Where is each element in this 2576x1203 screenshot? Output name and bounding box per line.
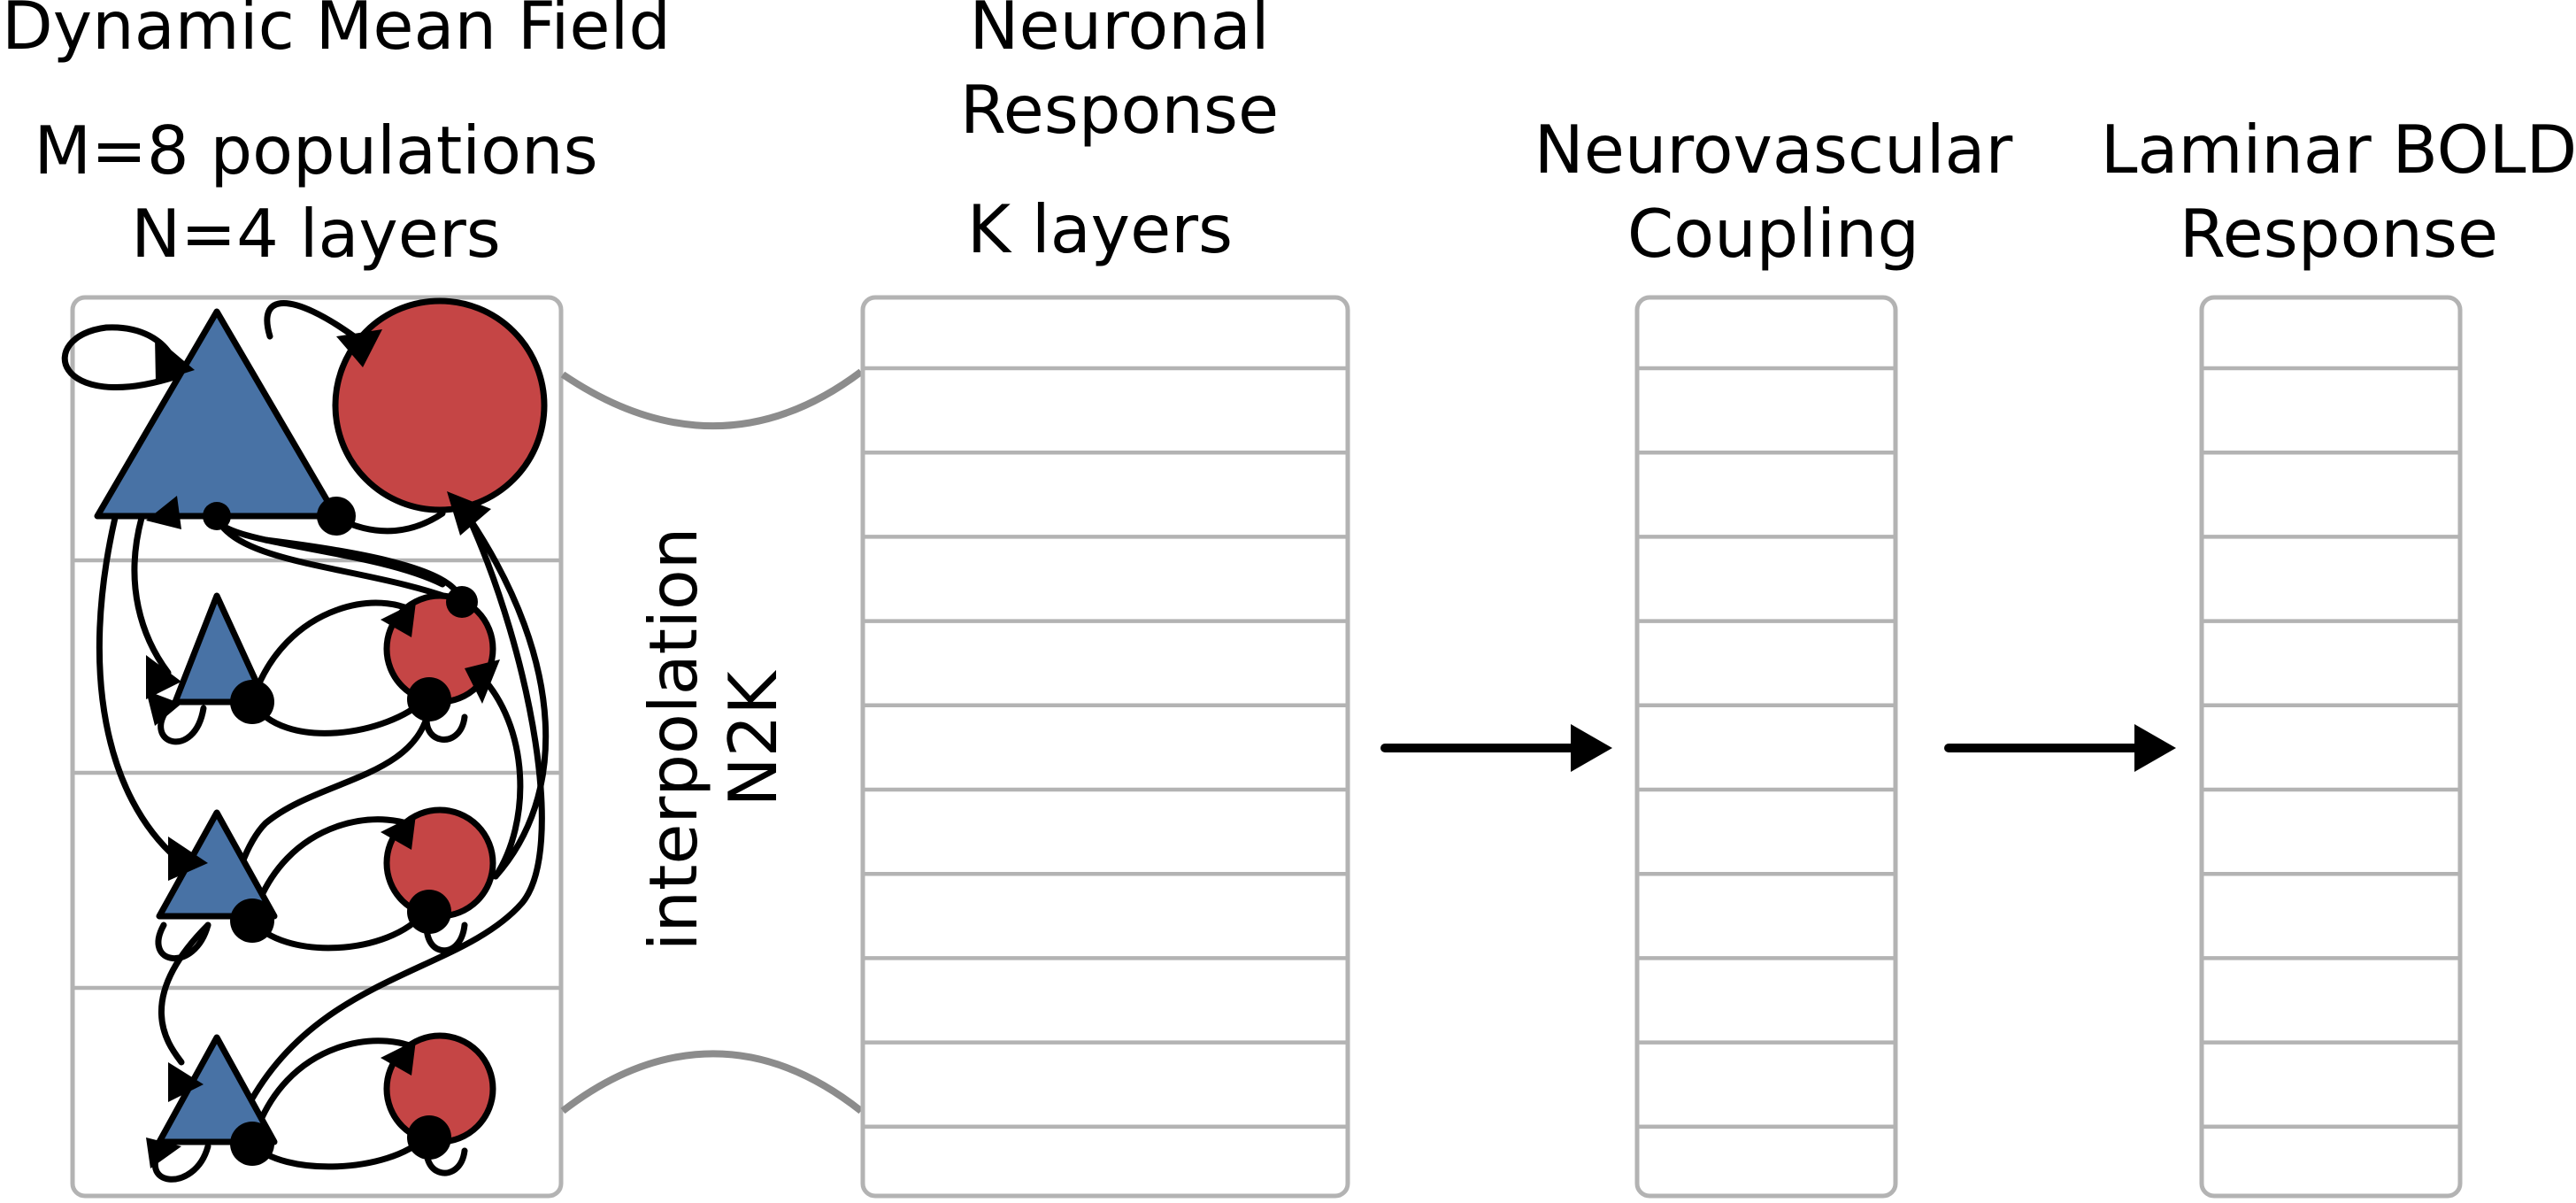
inh-l1-to-exc-l4: [244, 514, 545, 1110]
inh-l3-to-inh-l2: [474, 669, 524, 880]
synapse-dot: [230, 680, 274, 724]
dmf-title: Dynamic Mean Field M=8 populations N=4 l…: [2, 0, 671, 273]
nvc-title-line2: Coupling: [1627, 195, 1919, 273]
excitatory-population-l2: [172, 592, 269, 706]
nvc-box-frame: [1634, 295, 1898, 1199]
arrowhead: [336, 329, 382, 367]
neuronal-title-line1: Neuronal: [969, 0, 1269, 65]
neuronal-title-line3: K layers: [967, 190, 1233, 268]
interpolation-connector-top: [560, 368, 864, 430]
interpolation-label: interpolation N2K: [634, 528, 792, 952]
self-connection-exc-l3: [155, 922, 211, 961]
nvc-title-line1: Neurovascular: [1534, 111, 2013, 189]
bold-title-line2: Response: [2180, 195, 2498, 273]
arrowhead: [146, 655, 181, 699]
exc-l1-to-exc-l3: [96, 514, 181, 862]
inh-to-exc-l4: [249, 1134, 428, 1170]
nvc-title: Neurovascular Coupling: [1534, 111, 2013, 273]
synapse-dot: [230, 898, 274, 943]
excitatory-population-l1: [94, 308, 340, 520]
arrowhead: [146, 496, 181, 529]
neuronal-response-box: [860, 295, 1350, 1199]
flow-arrow: [1380, 724, 1612, 772]
neuronal-title-line2: Response: [960, 71, 1279, 149]
interpolation-label-line2: N2K: [714, 670, 792, 807]
inhibitory-synapses: [203, 497, 478, 1166]
inh-l1-to-l3: [465, 514, 550, 880]
self-connection-exc-l2: [158, 705, 207, 745]
synaptic-connections: [61, 300, 550, 1183]
exc-l3-to-exc-l4: [158, 922, 211, 1066]
neurovascular-coupling-box: [1634, 295, 1898, 1199]
interpolation-label-line1: interpolation: [634, 528, 712, 952]
arrowhead: [447, 491, 491, 536]
synapse-dot: [407, 1115, 451, 1160]
inhibitory-population-l1: [332, 297, 548, 513]
dmf-title-line2: M=8 populations: [34, 112, 597, 189]
synapse-dot: [230, 1122, 274, 1166]
dmf-title-line3: N=4 layers: [131, 195, 501, 273]
synapse-dot: [407, 677, 451, 721]
inh-to-exc-l3: [249, 908, 428, 952]
arrowhead: [155, 336, 195, 382]
dmf-box: [70, 295, 564, 1199]
flow-arrow-head: [1571, 724, 1612, 772]
arrowhead: [168, 1062, 204, 1102]
exc-l1-to-inh-l2: [213, 514, 464, 605]
synapse-dot: [407, 890, 451, 934]
bold-title-line1: Laminar BOLD: [2101, 111, 2576, 189]
arrowhead: [381, 814, 416, 850]
arrowhead: [465, 659, 500, 704]
arrowhead: [146, 690, 181, 726]
flow-arrow: [1944, 724, 2176, 772]
arrowhead: [168, 837, 208, 881]
bold-box-frame: [2199, 295, 2463, 1199]
arrowhead: [381, 1040, 416, 1076]
flow-arrow-head: [2134, 724, 2176, 772]
inh-to-exc-l2: [249, 696, 428, 736]
synapse-dot: [317, 497, 356, 536]
arrowhead: [381, 602, 416, 637]
synapse-dot: [446, 586, 478, 618]
bold-title: Laminar BOLD Response: [2101, 111, 2576, 273]
interpolation-connector-bottom: [560, 1050, 864, 1114]
excitatory-arrowheads: [146, 329, 500, 1168]
dmf-title-line1: Dynamic Mean Field: [2, 0, 671, 65]
laminar-bold-box: [2199, 295, 2463, 1199]
population-network: [61, 297, 550, 1183]
neuronal-box-frame: [860, 295, 1350, 1199]
exc-l1-to-exc-l2: [131, 514, 172, 676]
arrowhead: [146, 1137, 181, 1168]
exc-to-inh-l1: [264, 300, 358, 340]
dmf-box-frame: [70, 295, 564, 1199]
neuronal-title: Neuronal Response K layers: [960, 0, 1279, 268]
synapse-dot: [203, 502, 231, 530]
self-connection-exc-l1: [61, 324, 181, 390]
